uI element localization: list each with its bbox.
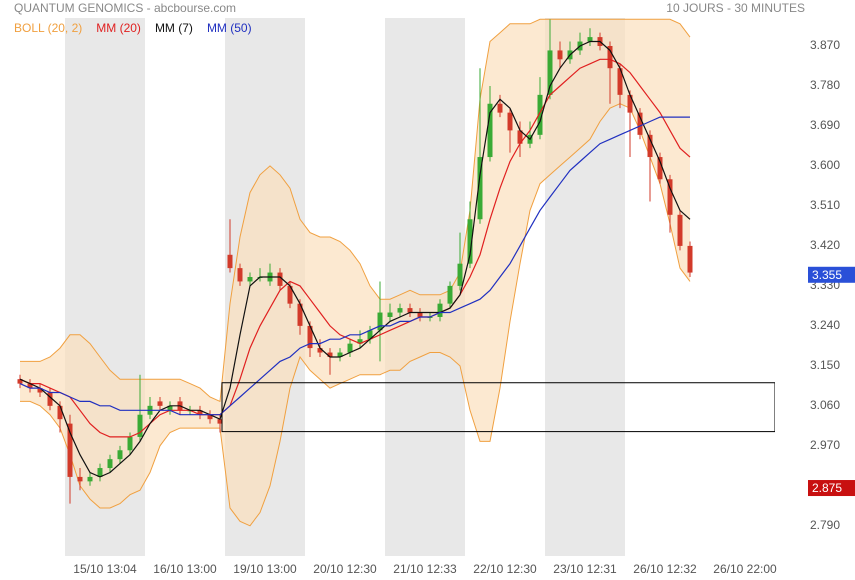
bollinger-upper bbox=[20, 18, 691, 403]
candle-body bbox=[447, 285, 453, 304]
y-tick-label: 3.510 bbox=[810, 198, 840, 212]
candle-body bbox=[197, 410, 203, 415]
candle-body bbox=[317, 348, 323, 353]
candle-body bbox=[207, 414, 213, 420]
y-tick-label: 3.870 bbox=[810, 38, 840, 52]
candle-body bbox=[357, 339, 363, 344]
candle-body bbox=[47, 392, 53, 406]
candle-body bbox=[387, 312, 393, 317]
candle-body bbox=[247, 277, 253, 282]
candle-body bbox=[677, 214, 683, 246]
y-tick-label: 3.600 bbox=[810, 158, 840, 172]
candle-body bbox=[647, 134, 653, 158]
candle-body bbox=[137, 414, 143, 437]
candle-body bbox=[347, 343, 353, 353]
candle-body bbox=[617, 68, 623, 95]
x-tick-label: 15/10 13:04 bbox=[73, 562, 137, 576]
candle-body bbox=[667, 179, 673, 215]
chart-subtitle: 10 JOURS - 30 MINUTES bbox=[666, 1, 805, 15]
candle-body bbox=[157, 401, 163, 406]
candle-body bbox=[637, 112, 643, 135]
plot-area bbox=[17, 18, 775, 527]
candle-body bbox=[517, 130, 523, 144]
legend-entry: MM (20) bbox=[96, 21, 141, 35]
y-tick-label: 3.060 bbox=[810, 398, 840, 412]
candle-body bbox=[407, 308, 413, 313]
candle-body bbox=[627, 94, 633, 113]
candle-body bbox=[167, 405, 173, 411]
candle-body bbox=[507, 112, 513, 131]
candle-body bbox=[397, 308, 403, 313]
bollinger-fill bbox=[20, 19, 690, 526]
legend-entry: MM (7) bbox=[155, 21, 193, 35]
candle-body bbox=[227, 254, 233, 269]
candle-body bbox=[77, 476, 83, 482]
candle-body bbox=[97, 468, 103, 477]
x-tick-label: 22/10 12:30 bbox=[473, 562, 537, 576]
y-tick-label: 3.780 bbox=[810, 78, 840, 92]
y-tick-label: 3.150 bbox=[810, 358, 840, 372]
axes: 2.7902.8802.9703.0603.1503.2403.3303.420… bbox=[73, 38, 855, 576]
legend-entry: MM (50) bbox=[207, 21, 252, 35]
candle-body bbox=[87, 476, 93, 482]
price-label: 2.875 bbox=[812, 481, 842, 495]
x-tick-label: 23/10 12:31 bbox=[553, 562, 617, 576]
y-tick-label: 2.970 bbox=[810, 438, 840, 452]
candle-body bbox=[457, 263, 463, 286]
moving-average-line bbox=[19, 116, 690, 416]
candle-body bbox=[17, 379, 23, 384]
candle-body bbox=[587, 37, 593, 42]
candle-body bbox=[237, 268, 243, 282]
x-tick-label: 19/10 13:00 bbox=[233, 562, 297, 576]
candle-body bbox=[497, 103, 503, 113]
x-tick-label: 26/10 12:32 bbox=[633, 562, 697, 576]
candle-body bbox=[467, 219, 473, 264]
price-label-box bbox=[808, 266, 855, 283]
candle-body bbox=[217, 419, 223, 424]
y-tick-label: 3.420 bbox=[810, 238, 840, 252]
y-tick-label: 2.790 bbox=[810, 518, 840, 532]
candle-body bbox=[477, 157, 483, 220]
chart-title: QUANTUM GENOMICS - abcbourse.com bbox=[14, 1, 236, 15]
candle-body bbox=[67, 423, 73, 477]
candle-body bbox=[687, 245, 693, 273]
candle-body bbox=[307, 325, 313, 349]
annotation-box bbox=[221, 382, 775, 433]
candle-body bbox=[27, 383, 33, 389]
candle-body bbox=[107, 459, 113, 469]
candle-body bbox=[417, 312, 423, 317]
x-tick-label: 20/10 12:30 bbox=[313, 562, 377, 576]
price-label: 3.355 bbox=[812, 268, 842, 282]
x-tick-label: 21/10 12:33 bbox=[393, 562, 457, 576]
candle-body bbox=[547, 50, 553, 95]
candle-body bbox=[657, 157, 663, 180]
moving-average-line bbox=[19, 40, 691, 478]
candle-body bbox=[117, 450, 123, 460]
candle-body bbox=[367, 330, 373, 340]
candle-body bbox=[607, 45, 613, 69]
price-label-box bbox=[808, 480, 855, 497]
candle-body bbox=[57, 405, 63, 420]
x-tick-label: 26/10 22:00 bbox=[713, 562, 777, 576]
candle-body bbox=[327, 352, 333, 357]
y-tick-label: 3.690 bbox=[810, 118, 840, 132]
candle-body bbox=[487, 103, 493, 158]
candle-body bbox=[287, 285, 293, 304]
candle-body bbox=[337, 352, 343, 357]
y-tick-label: 3.240 bbox=[810, 318, 840, 332]
candle-body bbox=[437, 303, 443, 317]
candle-body bbox=[297, 303, 303, 326]
legend-entry: BOLL (20, 2) bbox=[14, 21, 82, 35]
candle-body bbox=[377, 312, 383, 331]
candle-body bbox=[537, 94, 543, 135]
moving-average-line bbox=[19, 58, 691, 438]
bollinger-lower bbox=[20, 103, 691, 527]
legend: BOLL (20, 2) MM (20) MM (7) MM (50) bbox=[14, 21, 252, 35]
x-tick-label: 16/10 13:00 bbox=[153, 562, 217, 576]
candle-body bbox=[557, 50, 563, 60]
candle-body bbox=[277, 272, 283, 286]
candle-body bbox=[127, 436, 133, 451]
candle-body bbox=[37, 388, 43, 393]
